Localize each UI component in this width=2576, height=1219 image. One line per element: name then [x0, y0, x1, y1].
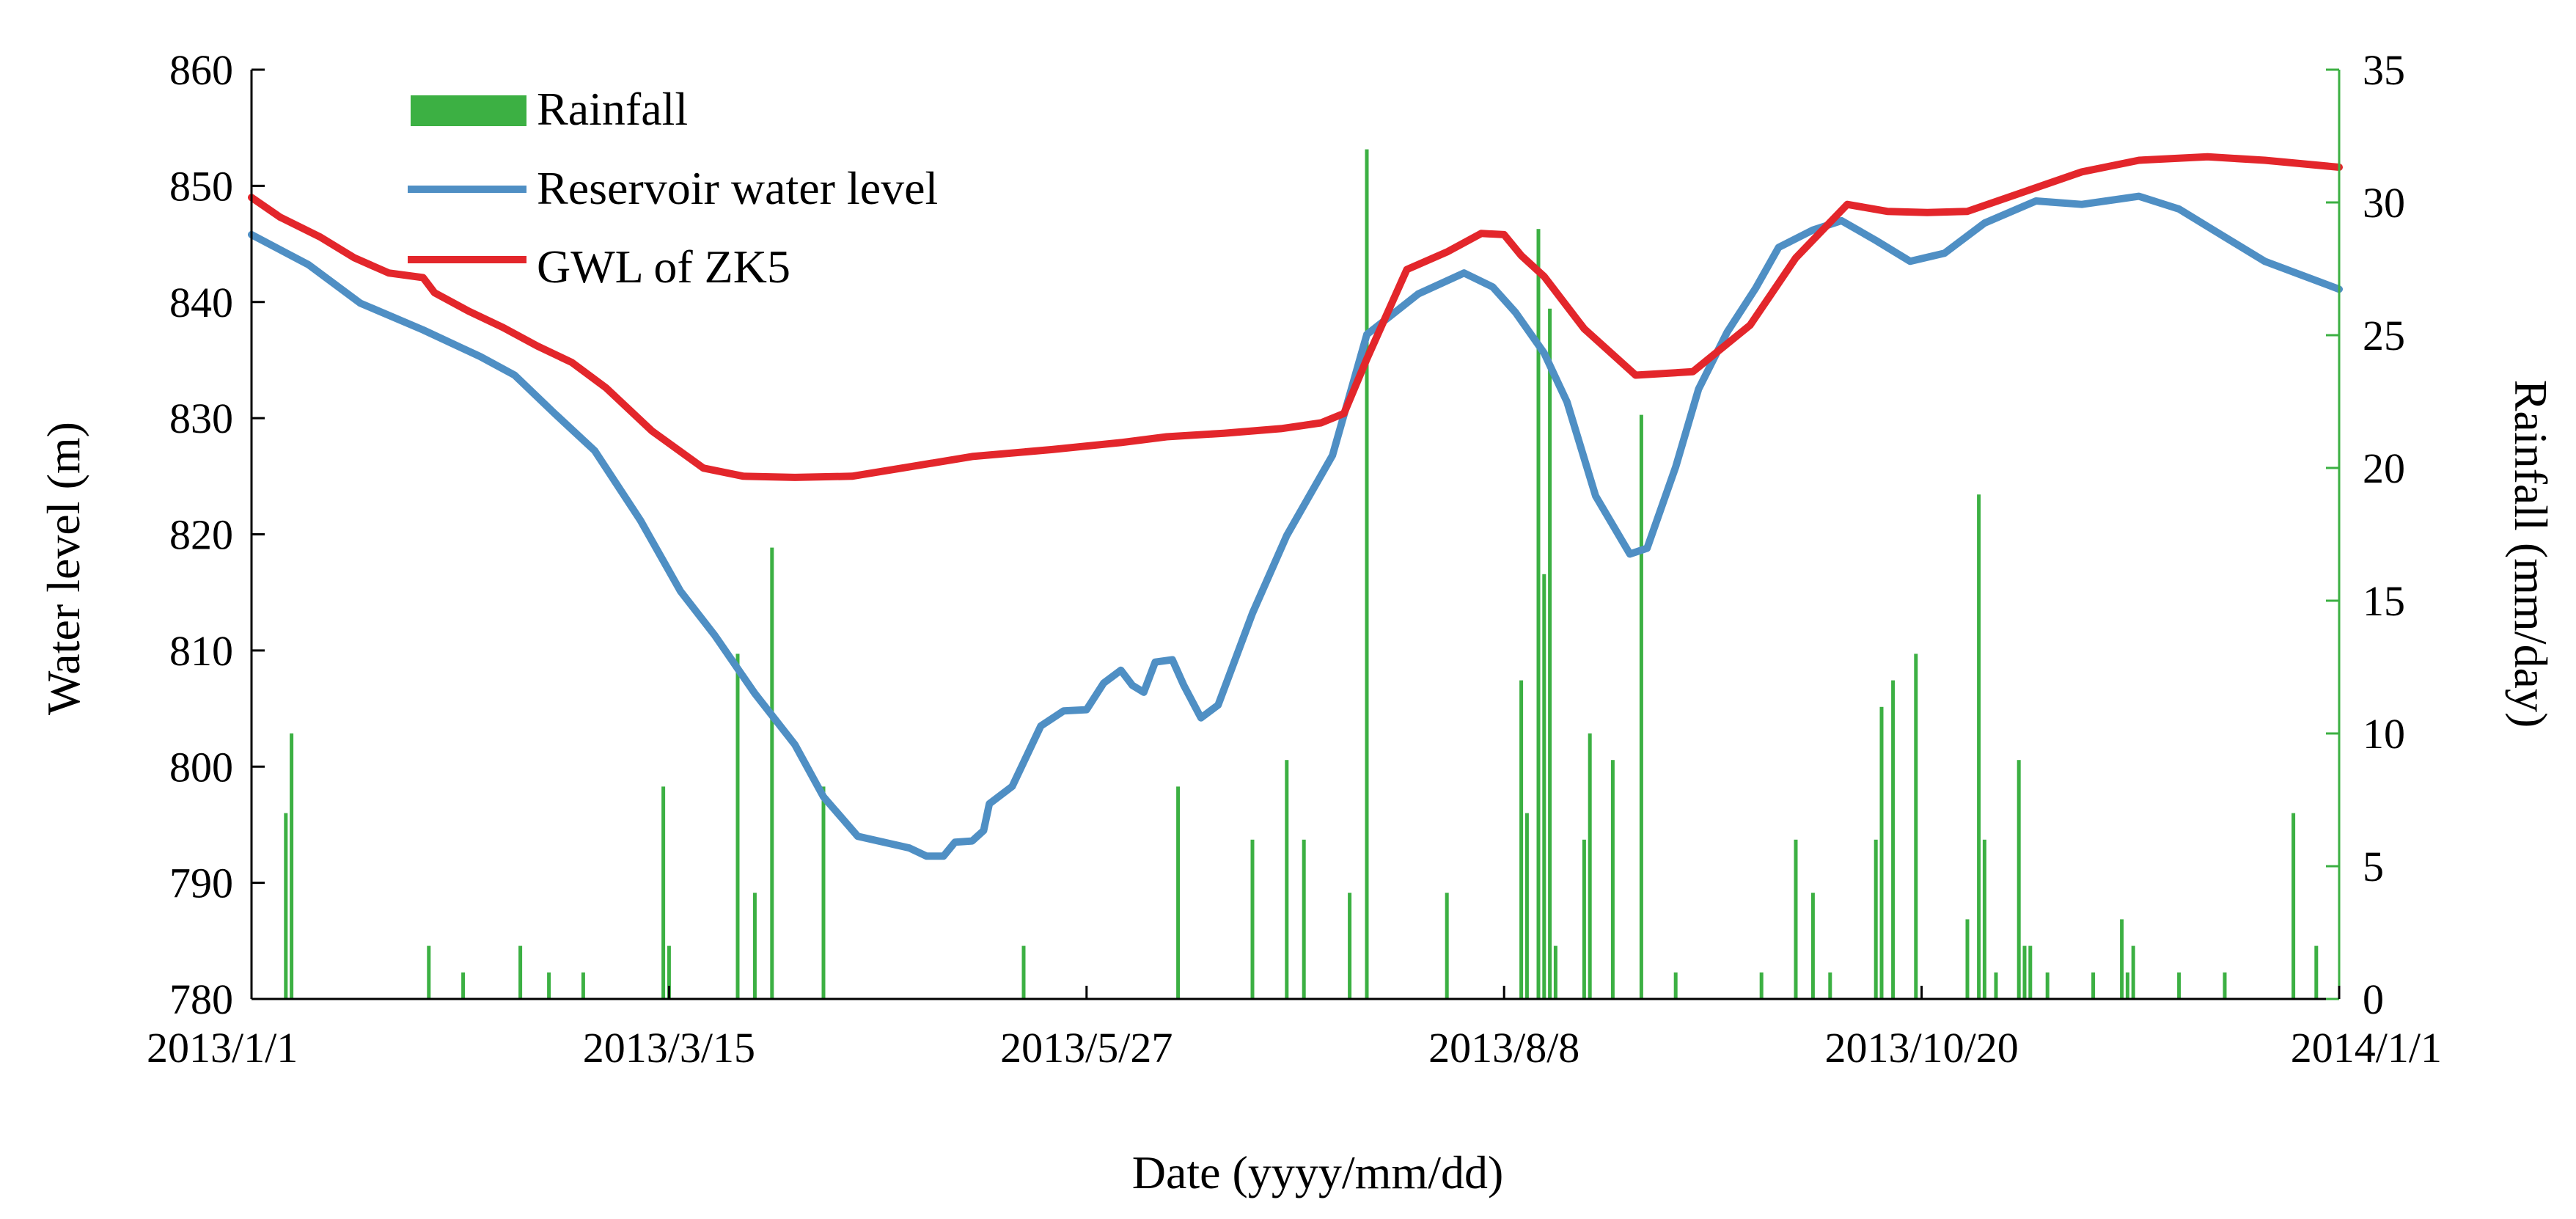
- rainfall-bar-42: [1982, 839, 1986, 999]
- rainfall-bar-22: [1524, 813, 1529, 999]
- rainfall-bar-20: [1445, 893, 1449, 999]
- rainfall-bar-41: [1977, 494, 1981, 999]
- y-left-tick-label: 780: [169, 975, 233, 1023]
- rainfall-bar-7: [661, 786, 666, 999]
- x-tick-label: 2013/1/1: [147, 1024, 298, 1072]
- rainfall-bar-47: [2045, 972, 2050, 999]
- rainfall-bar-36: [1874, 839, 1878, 999]
- y-left-tick-label: 810: [169, 627, 233, 675]
- axes: [250, 68, 2341, 1000]
- gwl-zk5-line: [248, 153, 2343, 481]
- rainfall-bar-21: [1519, 680, 1524, 999]
- rainfall-bar-43: [1994, 972, 1998, 999]
- y-right-tick-label: 25: [2363, 312, 2405, 359]
- rainfall-bar-37: [1879, 706, 1884, 999]
- rainfall-bar-26: [1553, 945, 1557, 999]
- rainfall-bar-11: [770, 547, 774, 999]
- legend-label-rainfall: Rainfall: [537, 83, 688, 135]
- rainfall-bar-53: [2223, 972, 2227, 999]
- rainfall-bar-55: [2314, 945, 2319, 999]
- rainfall-bar-49: [2120, 919, 2124, 999]
- rainfall-bar-44: [2017, 760, 2021, 999]
- rainfall-bar-34: [1810, 893, 1815, 999]
- y-axis-left-title: Water level (m): [37, 422, 89, 715]
- x-tick-label: 2013/5/27: [1000, 1024, 1173, 1072]
- rainfall-bar-50: [2125, 972, 2129, 999]
- rainfall-bar-30: [1639, 414, 1643, 999]
- x-tick-label: 2013/10/20: [1824, 1024, 2018, 1072]
- y-right-tick-label: 20: [2363, 444, 2405, 492]
- y-left-tick-label: 860: [169, 46, 233, 94]
- rainfall-bar-6: [581, 972, 585, 999]
- rainfall-bar-5: [547, 972, 551, 999]
- rainfall-bar-10: [752, 893, 757, 999]
- rainfall-bar-2: [427, 945, 431, 999]
- rainfall-bar-35: [1828, 972, 1832, 999]
- rainfall-bar-14: [1176, 786, 1181, 999]
- legend-swatch-rainfall: [411, 95, 526, 126]
- y-right-tick-label: 15: [2363, 577, 2405, 625]
- x-tick-label: 2014/1/1: [2291, 1024, 2442, 1072]
- y-right-tick-label: 35: [2363, 46, 2405, 94]
- rainfall-bar-0: [284, 813, 288, 999]
- rainfall-bar-38: [1891, 680, 1896, 999]
- rainfall-bar-28: [1588, 733, 1592, 999]
- rainfall-bar-16: [1285, 760, 1289, 999]
- rainfall-bar-40: [1965, 919, 1970, 999]
- rainfall-bar-33: [1794, 839, 1798, 999]
- rainfall-bar-27: [1582, 839, 1586, 999]
- rainfall-bar-9: [735, 654, 740, 999]
- rainfall-bar-48: [2091, 972, 2096, 999]
- rainfall-bar-25: [1548, 308, 1552, 999]
- y-left-tick-label: 840: [169, 279, 233, 326]
- rainfall-bar-3: [461, 972, 466, 999]
- rainfall-bar-52: [2177, 972, 2181, 999]
- x-tick-label: 2013/8/8: [1428, 1024, 1579, 1072]
- rainfall-bar-18: [1348, 893, 1352, 999]
- rainfall-bar-32: [1759, 972, 1764, 999]
- y-left-tick-label: 800: [169, 743, 233, 791]
- legend: Rainfall Reservoir water level GWL of ZK…: [408, 83, 938, 293]
- y-right-tick-label: 10: [2363, 710, 2405, 758]
- rainfall-bar-46: [2028, 945, 2033, 999]
- rainfall-bar-15: [1250, 839, 1255, 999]
- series-lines: [248, 153, 2343, 860]
- y-right-tick-label: 30: [2363, 179, 2405, 227]
- x-tick-label: 2013/3/15: [583, 1024, 755, 1072]
- y-left-tick-label: 850: [169, 162, 233, 210]
- legend-label-reservoir: Reservoir water level: [537, 162, 938, 214]
- rainfall-bar-1: [290, 733, 294, 999]
- y-left-tick-label: 820: [169, 511, 233, 559]
- rainfall-bar-13: [1021, 945, 1026, 999]
- y-right-tick-label: 0: [2363, 975, 2384, 1023]
- y-right-tick-label: 5: [2363, 843, 2384, 890]
- y-left-tick-label: 790: [169, 860, 233, 907]
- rainfall-bar-4: [518, 945, 523, 999]
- legend-label-gwl: GWL of ZK5: [537, 241, 790, 293]
- rainfall-bar-45: [2022, 945, 2027, 999]
- rainfall-bar-12: [821, 786, 826, 999]
- reservoir-water-level-line: [248, 192, 2343, 860]
- x-axis-title: Date (yyyy/mm/dd): [1132, 1146, 1504, 1198]
- rainfall-bar-19: [1365, 149, 1369, 1000]
- rainfall-bar-17: [1302, 839, 1306, 999]
- y-axis-right-title: Rainfall (mm/day): [2505, 380, 2557, 728]
- rainfall-bar-29: [1610, 760, 1615, 999]
- tick-labels: 780 790 800 810 820 830 840 850 860 0 5 10 15 20 25 30 3…: [147, 46, 2442, 1072]
- rainfall-bar-51: [2131, 945, 2135, 999]
- rainfall-bars: [284, 149, 2319, 1000]
- y-left-tick-label: 830: [169, 395, 233, 442]
- rainfall-bar-8: [667, 945, 671, 999]
- rainfall-bar-39: [1914, 654, 1918, 999]
- rainfall-bar-31: [1673, 972, 1678, 999]
- rainfall-bar-24: [1542, 574, 1546, 999]
- rainfall-bar-54: [2291, 813, 2296, 999]
- rainfall-bar-23: [1536, 229, 1541, 1000]
